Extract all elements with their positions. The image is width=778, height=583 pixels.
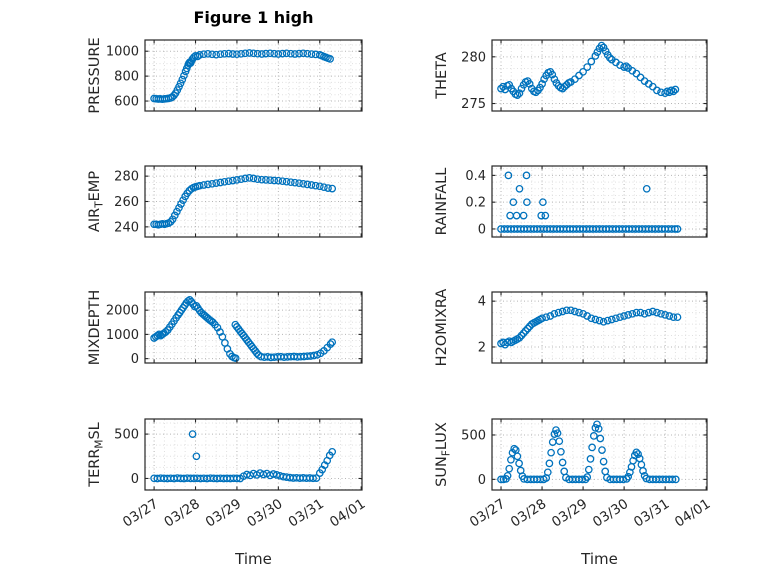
xlabel-time-right: Time bbox=[581, 550, 618, 568]
ylabel-mixdepth: MIXDEPTH bbox=[87, 290, 103, 366]
xtick-label: 04/01 bbox=[327, 496, 368, 531]
ytick-label: 0.4 bbox=[465, 169, 486, 184]
figure-title: Figure 1 high bbox=[193, 8, 314, 27]
xtick-label: 03/29 bbox=[549, 496, 590, 531]
xtick-label: 03/31 bbox=[631, 496, 672, 531]
subplot-sunflux: 0 500 03/27 03/28 03/29 03/30 03/31 04/01 SUNFLU… bbox=[434, 418, 713, 531]
subplot-h2omixra: 2 4 H2OMIXRA bbox=[434, 289, 708, 367]
ytick-label: 800 bbox=[114, 70, 139, 85]
ytick-label: 1000 bbox=[106, 328, 139, 343]
xtick-label: 03/27 bbox=[120, 496, 161, 531]
subplot-rainfall: 0 0.2 0.4 RAINFALL bbox=[434, 165, 708, 238]
subplot-airtemp: 240 260 280 AIRTEMP bbox=[87, 165, 363, 238]
ylabel-terrmsl: TERRMSL bbox=[87, 422, 106, 488]
ylabel-h2omixra: H2OMIXRA bbox=[434, 289, 450, 367]
ytick-label: 0 bbox=[478, 473, 486, 488]
ytick-label: 280 bbox=[461, 50, 486, 65]
ytick-label: 0 bbox=[478, 222, 486, 237]
ytick-label: 0.2 bbox=[465, 196, 486, 211]
ylabel-airtemp: AIRTEMP bbox=[87, 171, 106, 232]
ylabel-pressure: PRESSURE bbox=[87, 37, 103, 113]
ytick-label: 0 bbox=[131, 352, 139, 367]
subplot-terrmsl: 0 500 03/27 03/28 03/29 03/30 03/31 04/01 TERRMS… bbox=[87, 418, 368, 531]
ytick-label: 600 bbox=[114, 95, 139, 110]
ylabel-theta: THETA bbox=[434, 52, 450, 100]
xtick-label: 04/01 bbox=[672, 496, 713, 531]
ytick-label: 500 bbox=[114, 428, 139, 443]
xtick-label: 03/30 bbox=[590, 496, 631, 531]
xtick-label: 03/28 bbox=[161, 496, 202, 531]
xtick-label: 03/31 bbox=[286, 496, 327, 531]
ytick-label: 0 bbox=[131, 472, 139, 487]
ytick-label: 500 bbox=[461, 428, 486, 443]
ytick-label: 2000 bbox=[106, 304, 139, 319]
ytick-label: 260 bbox=[114, 195, 139, 210]
xlabel-time-left: Time bbox=[235, 550, 272, 568]
ytick-label: 4 bbox=[478, 295, 486, 310]
ytick-label: 280 bbox=[114, 170, 139, 185]
ytick-label: 240 bbox=[114, 220, 139, 235]
xtick-label: 03/29 bbox=[203, 496, 244, 531]
ytick-label: 2 bbox=[478, 340, 486, 355]
ytick-label: 275 bbox=[461, 97, 486, 112]
ylabel-rainfall: RAINFALL bbox=[434, 168, 450, 236]
subplot-theta: 275 280 THETA bbox=[434, 39, 708, 112]
ytick-label: 1000 bbox=[106, 45, 139, 60]
ylabel-sunflux: SUNFLUX bbox=[434, 422, 453, 487]
xtick-label: 03/30 bbox=[244, 496, 285, 531]
xtick-label: 03/27 bbox=[467, 496, 508, 531]
xtick-label: 03/28 bbox=[508, 496, 549, 531]
